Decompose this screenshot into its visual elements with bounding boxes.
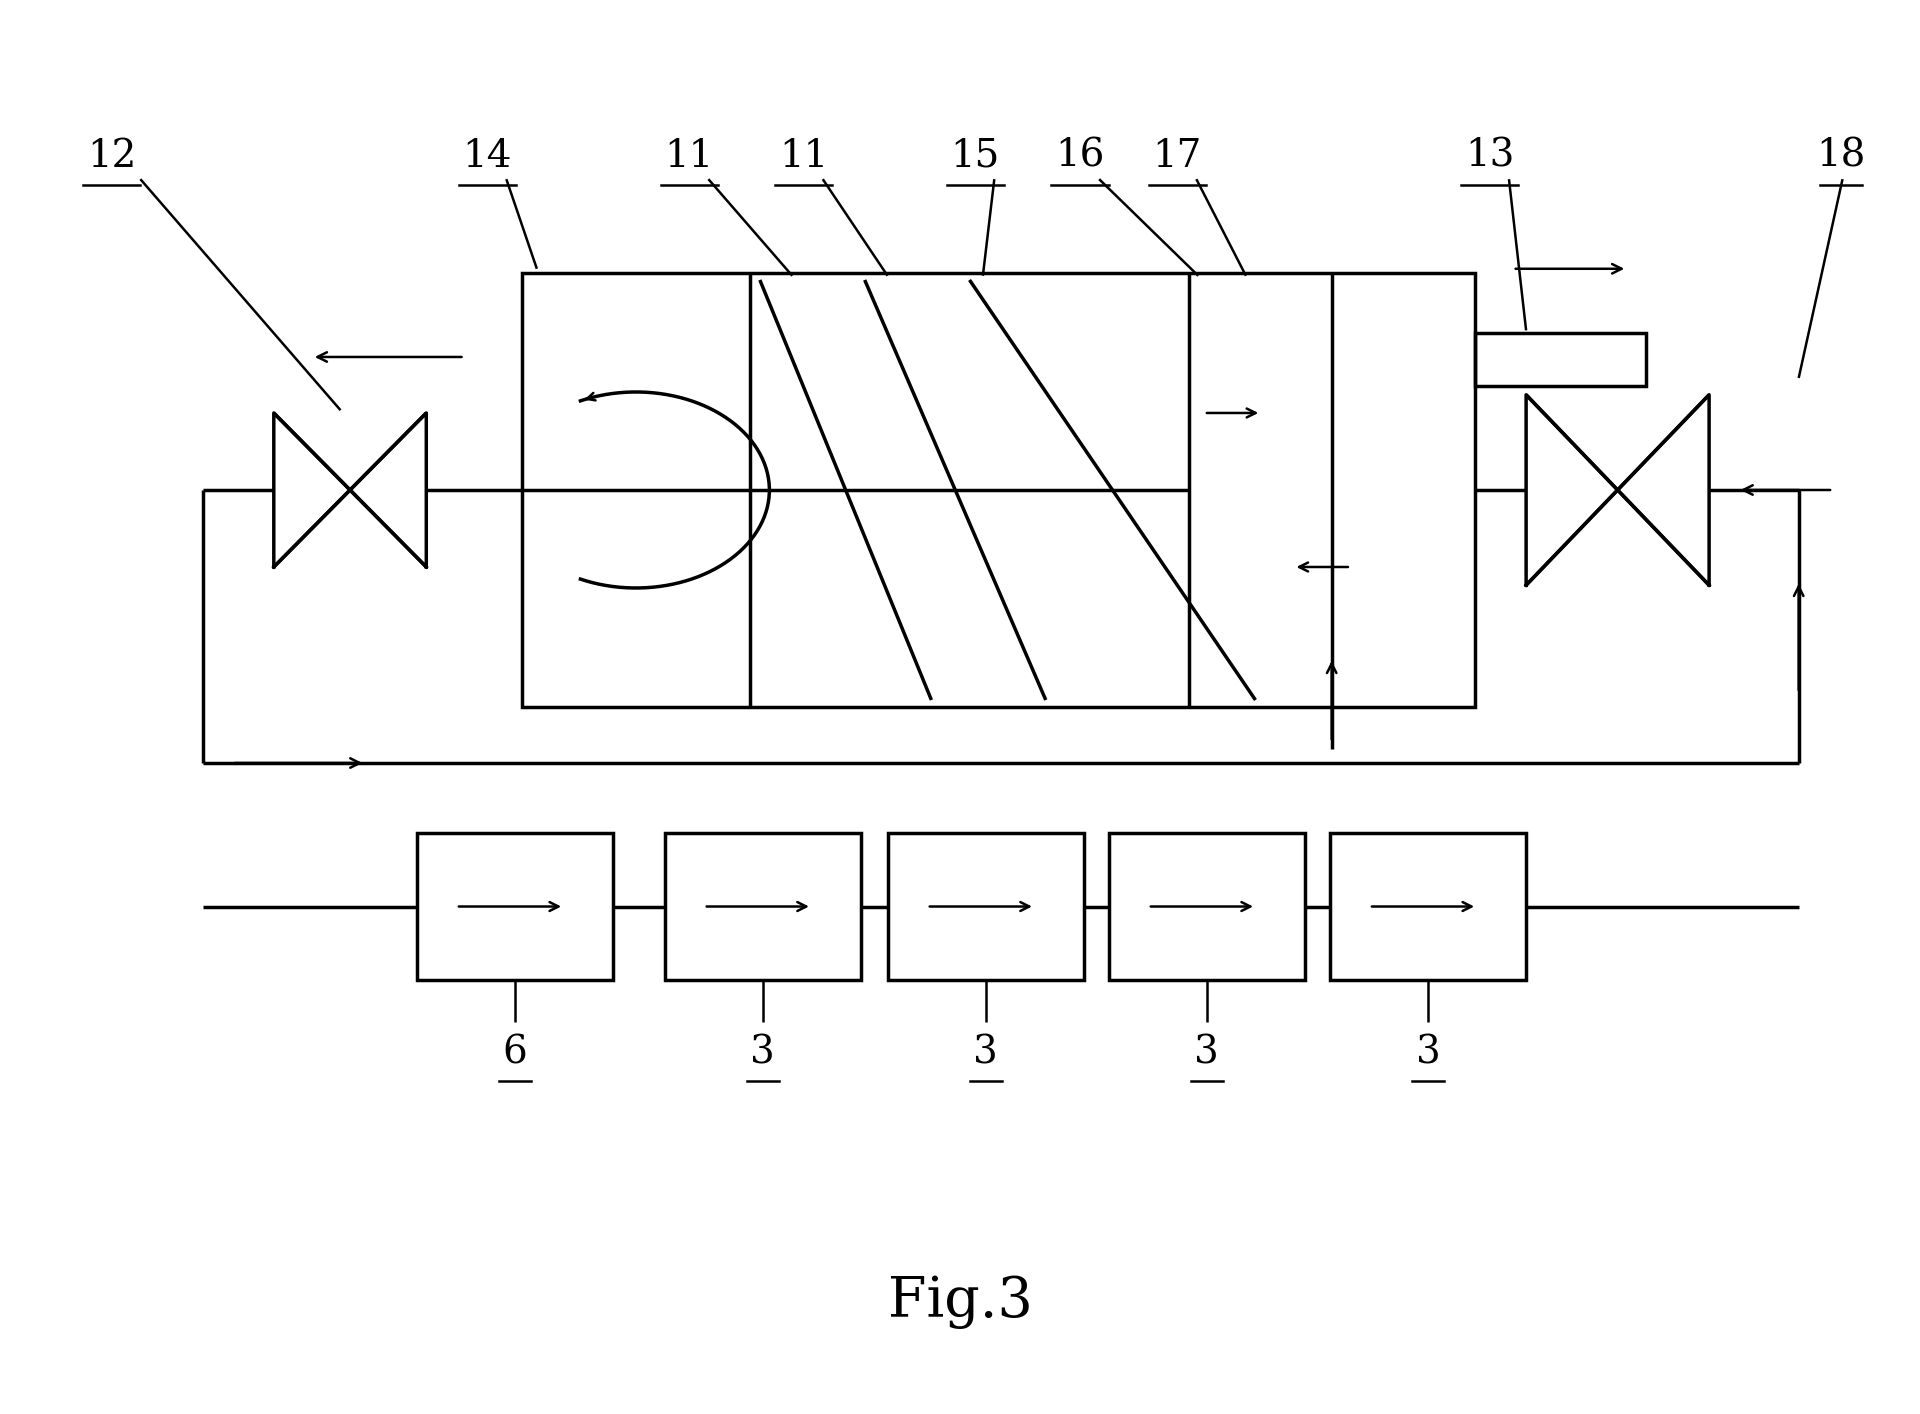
- Text: 3: 3: [751, 1034, 776, 1070]
- Text: 11: 11: [664, 139, 714, 175]
- Text: 16: 16: [1056, 139, 1104, 175]
- Text: 12: 12: [86, 139, 136, 175]
- Text: 3: 3: [1194, 1034, 1219, 1070]
- Text: 13: 13: [1465, 139, 1515, 175]
- Bar: [417, 833, 612, 980]
- Text: 6: 6: [503, 1034, 528, 1070]
- Text: 3: 3: [1415, 1034, 1440, 1070]
- Bar: [522, 273, 1475, 707]
- Text: 18: 18: [1816, 139, 1866, 175]
- Bar: [1331, 833, 1526, 980]
- Bar: [887, 833, 1085, 980]
- Bar: [664, 833, 860, 980]
- Bar: [1475, 334, 1645, 386]
- Text: 14: 14: [463, 139, 513, 175]
- Text: Fig.3: Fig.3: [887, 1274, 1033, 1329]
- Text: 11: 11: [780, 139, 828, 175]
- Text: 3: 3: [973, 1034, 998, 1070]
- Bar: [1108, 833, 1306, 980]
- Text: 17: 17: [1152, 139, 1202, 175]
- Text: 15: 15: [950, 139, 1000, 175]
